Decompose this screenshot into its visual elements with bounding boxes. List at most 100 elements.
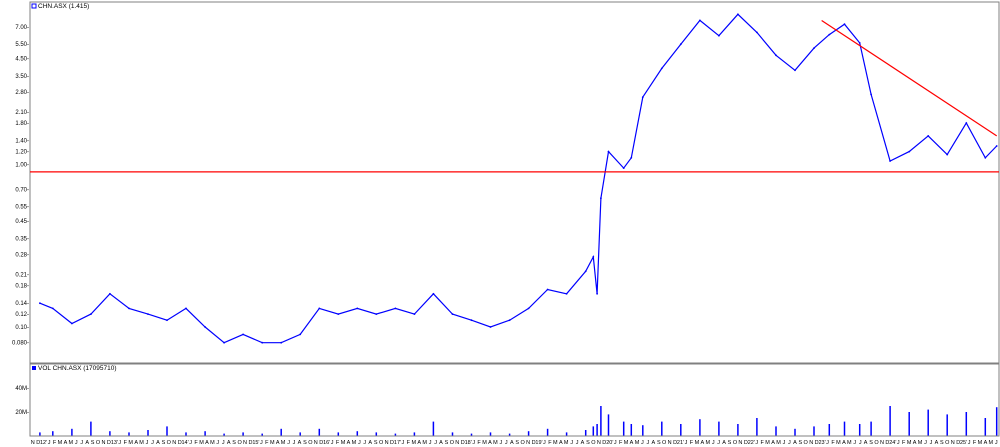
price-point [607, 150, 610, 153]
price-point [356, 307, 359, 310]
x-tick-label: S [940, 440, 944, 446]
x-tick-label: J [151, 440, 154, 446]
price-tick-label: 0.55- [15, 205, 29, 211]
x-tick-label: J [80, 440, 83, 446]
x-tick-label: S [869, 440, 873, 446]
x-tick-label: M [422, 440, 427, 446]
x-tick-label: N [102, 440, 106, 446]
x-tick-label: D [956, 440, 960, 446]
x-tick-label: N [526, 440, 530, 446]
x-tick-label: F [619, 440, 623, 446]
x-tick-label: M [695, 440, 700, 446]
x-tick-label: F [336, 440, 340, 446]
price-tick-label: 1.80- [15, 121, 29, 127]
price-point [375, 313, 378, 315]
x-tick-label: 15' [252, 440, 259, 446]
price-point [813, 47, 815, 49]
volume-legend-label: VOL CHN.ASX (17095710) [38, 365, 117, 372]
x-tick-label: N [951, 440, 955, 446]
x-tick-label: F [194, 440, 198, 446]
x-tick-label: A [205, 440, 209, 446]
x-tick-label: J [712, 440, 715, 446]
x-tick-label: F [831, 440, 835, 446]
price-point [318, 307, 321, 310]
x-tick-label: 18' [465, 440, 472, 446]
x-tick-label: M [69, 440, 74, 446]
price-tick-label: 0.18- [15, 283, 29, 289]
price-point [204, 326, 207, 328]
price-point [946, 153, 949, 156]
x-tick-label: J [260, 440, 263, 446]
price-point [166, 319, 168, 322]
x-tick-label: J [363, 440, 366, 446]
x-tick-label: A [630, 440, 634, 446]
price-tick-label: 4.50- [15, 56, 29, 62]
price-point [596, 292, 598, 295]
x-tick-label: F [690, 440, 694, 446]
x-tick-label: J [293, 440, 296, 446]
price-tick-label: 0.70- [15, 188, 29, 194]
x-tick-label: S [162, 440, 166, 446]
x-tick-label: F [548, 440, 552, 446]
price-point [718, 34, 720, 37]
x-tick-label: 13' [111, 440, 118, 446]
x-tick-label: M [352, 440, 357, 446]
price-point [630, 156, 633, 159]
x-tick-label: J [505, 440, 508, 446]
price-point [592, 256, 595, 258]
price-point [242, 333, 245, 336]
x-tick-label: N [243, 440, 247, 446]
x-tick-label: J [48, 440, 51, 446]
x-tick-label: 17' [394, 440, 401, 446]
x-tick-label: M [128, 440, 133, 446]
price-point [641, 96, 644, 98]
price-tick-label: 0.28- [15, 252, 29, 258]
x-tick-label: O [733, 440, 738, 446]
price-y-axis: 7.00- 5.50- 4.50- 3.50- 2.80- 2.10- 1.80- 1.40-… [12, 25, 29, 347]
x-tick-label: S [798, 440, 802, 446]
price-point [870, 93, 872, 96]
x-tick-label: 16' [323, 440, 330, 446]
x-tick-label: J [402, 440, 405, 446]
price-point [128, 307, 130, 310]
price-panel: CHN.ASX (1.415) 7.00- 5.50- 4.50- 3.50- 2.80… [12, 1, 1000, 364]
price-point [90, 313, 92, 315]
volume-bars [39, 406, 998, 436]
price-point [527, 307, 530, 310]
x-tick-label: A [298, 440, 302, 446]
x-tick-label: 21' [677, 440, 684, 446]
x-tick-label: O [96, 440, 101, 446]
x-tick-label: J [995, 440, 998, 446]
price-tick-label: 1.40- [15, 139, 29, 145]
x-tick-label: M [978, 440, 983, 446]
x-tick-label: 22' [748, 440, 755, 446]
x-tick-label: M [281, 440, 286, 446]
price-point [280, 341, 283, 344]
x-tick-label: M [989, 440, 994, 446]
x-tick-label: 23' [819, 440, 826, 446]
x-tick-label: M [58, 440, 63, 446]
x-tick-label: J [331, 440, 334, 446]
x-tick-label: A [984, 440, 988, 446]
x-tick-label: M [270, 440, 275, 446]
x-tick-label: D [461, 440, 465, 446]
x-tick-label: D [885, 440, 889, 446]
x-tick-label: M [493, 440, 498, 446]
x-tick-label: M [553, 440, 558, 446]
x-tick-label: A [488, 440, 492, 446]
x-tick-label: A [439, 440, 443, 446]
x-tick-label: N [314, 440, 318, 446]
x-tick-label: J [146, 440, 149, 446]
x-tick-label: N [738, 440, 742, 446]
volume-legend-swatch [32, 366, 36, 370]
x-tick-label: D [390, 440, 394, 446]
x-tick-label: O [591, 440, 596, 446]
price-point [737, 13, 739, 16]
price-point [565, 292, 568, 295]
x-tick-label: S [374, 440, 378, 446]
x-tick-label: D [107, 440, 111, 446]
x-tick-label: A [368, 440, 372, 446]
price-point [889, 160, 891, 162]
x-tick-label: F [53, 440, 57, 446]
volume-y-axis: 40M- 20M- [15, 386, 29, 416]
